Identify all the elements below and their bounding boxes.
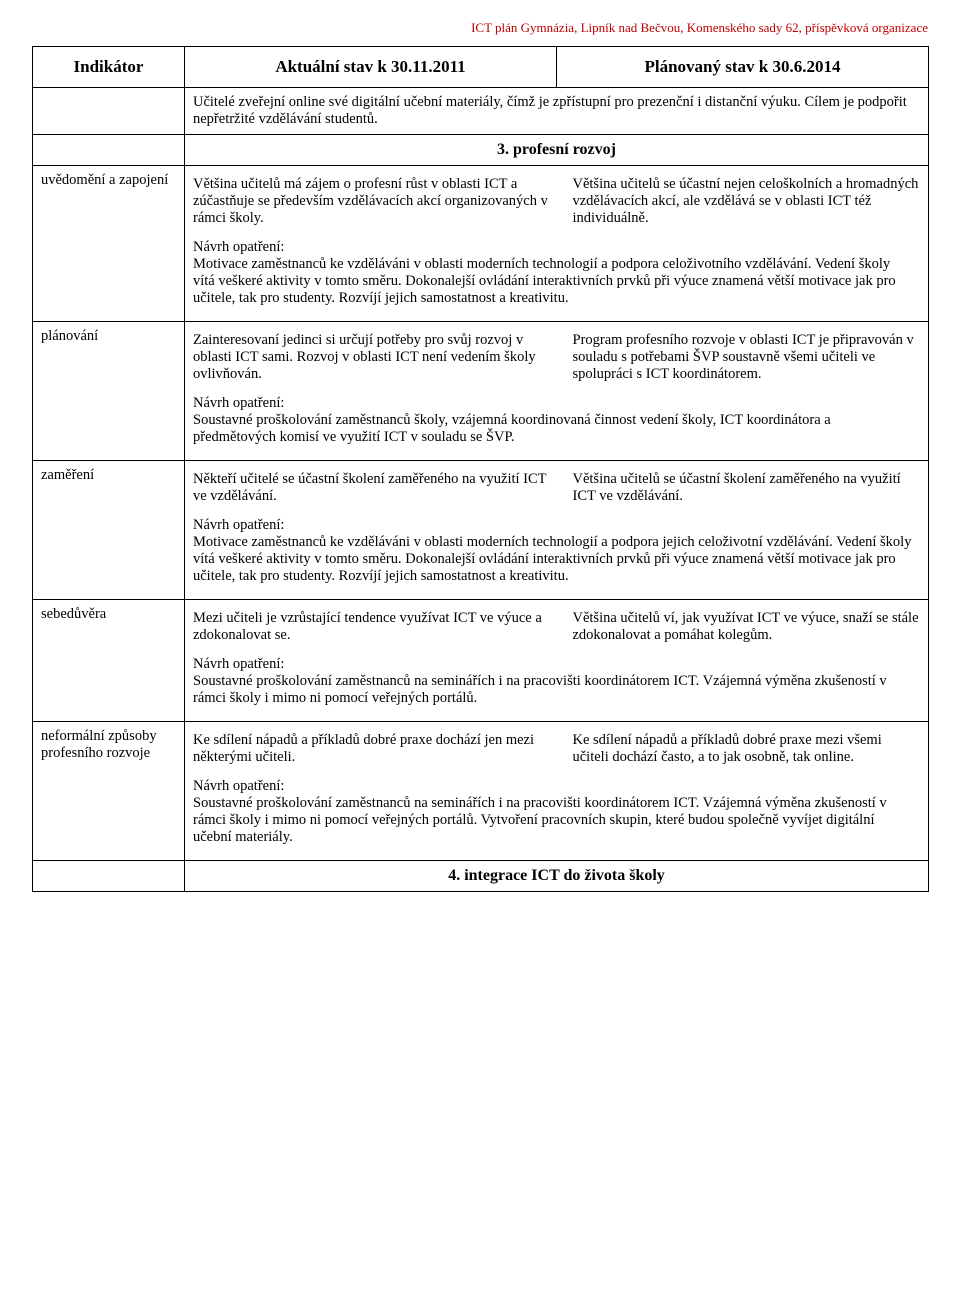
- measure-label: Návrh opatření:: [193, 517, 912, 534]
- row-label: uvědomění a zapojení: [33, 166, 185, 322]
- planned-state: Většina učitelů se účastní školení zaměř…: [557, 467, 921, 517]
- table-row: plánováníZainteresovaní jedinci si určuj…: [33, 322, 929, 461]
- measure-block: Návrh opatření:Motivace zaměstnanců ke v…: [193, 239, 920, 315]
- planned-state: Většina učitelů se účastní nejen celoško…: [557, 172, 921, 239]
- current-state: Mezi učiteli je vzrůstající tendence vyu…: [193, 606, 557, 656]
- measure-label: Návrh opatření:: [193, 778, 912, 795]
- measure-label: Návrh opatření:: [193, 656, 912, 673]
- measure-block: Návrh opatření:Motivace zaměstnanců ke v…: [193, 517, 920, 593]
- section-4-row: 4. integrace ICT do života školy: [33, 861, 929, 892]
- measure-text: Motivace zaměstnanců ke vzděláváni v obl…: [193, 256, 896, 306]
- planned-state: Program profesního rozvoje v oblasti ICT…: [557, 328, 921, 395]
- section-3-row: 3. profesní rozvoj: [33, 135, 929, 166]
- measure-block: Návrh opatření:Soustavné proškolování za…: [193, 395, 920, 454]
- current-state: Zainteresovaní jedinci si určují potřeby…: [193, 328, 557, 395]
- measure-text: Soustavné proškolování zaměstnanců na se…: [193, 795, 887, 845]
- table-row: neformální způsoby profesního rozvojeKe …: [33, 722, 929, 861]
- measure-label: Návrh opatření:: [193, 395, 912, 412]
- measure-text: Soustavné proškolování zaměstnanců na se…: [193, 673, 887, 706]
- row-body: Zainteresovaní jedinci si určují potřeby…: [185, 322, 929, 461]
- main-table: Indikátor Aktuální stav k 30.11.2011 Plá…: [32, 46, 929, 892]
- planned-state: Ke sdílení nápadů a příkladů dobré praxe…: [557, 728, 921, 778]
- document-header: ICT plán Gymnázia, Lipník nad Bečvou, Ko…: [32, 20, 928, 36]
- current-state: Někteří učitelé se účastní školení zaměř…: [193, 467, 557, 517]
- row-body: Někteří učitelé se účastní školení zaměř…: [185, 461, 929, 600]
- row-label: sebedůvěra: [33, 600, 185, 722]
- col-indicator: Indikátor: [33, 47, 185, 88]
- row-label: zaměření: [33, 461, 185, 600]
- col-current: Aktuální stav k 30.11.2011: [185, 47, 557, 88]
- col-planned: Plánovaný stav k 30.6.2014: [557, 47, 929, 88]
- row-body: Většina učitelů má zájem o profesní růst…: [185, 166, 929, 322]
- measure-block: Návrh opatření:Soustavné proškolování za…: [193, 656, 920, 715]
- row-label: plánování: [33, 322, 185, 461]
- current-state: Většina učitelů má zájem o profesní růst…: [193, 172, 557, 239]
- measure-block: Návrh opatření:Soustavné proškolování za…: [193, 778, 920, 854]
- table-row: zaměřeníNěkteří učitelé se účastní škole…: [33, 461, 929, 600]
- measure-label: Návrh opatření:: [193, 239, 912, 256]
- measure-text: Motivace zaměstnanců ke vzděláváni v obl…: [193, 534, 911, 584]
- section-4-title: 4. integrace ICT do života školy: [185, 861, 929, 892]
- intro-row: Učitelé zveřejní online své digitální uč…: [33, 88, 929, 135]
- measure-text: Soustavné proškolování zaměstnanců školy…: [193, 412, 831, 445]
- row-body: Ke sdílení nápadů a příkladů dobré praxe…: [185, 722, 929, 861]
- row-body: Mezi učiteli je vzrůstající tendence vyu…: [185, 600, 929, 722]
- table-row: uvědomění a zapojeníVětšina učitelů má z…: [33, 166, 929, 322]
- planned-state: Většina učitelů ví, jak využívat ICT ve …: [557, 606, 921, 656]
- row-label: neformální způsoby profesního rozvoje: [33, 722, 185, 861]
- section-3-title: 3. profesní rozvoj: [185, 135, 929, 166]
- current-state: Ke sdílení nápadů a příkladů dobré praxe…: [193, 728, 557, 778]
- table-row: sebedůvěraMezi učiteli je vzrůstající te…: [33, 600, 929, 722]
- table-header-row: Indikátor Aktuální stav k 30.11.2011 Plá…: [33, 47, 929, 88]
- intro-text: Učitelé zveřejní online své digitální uč…: [185, 88, 929, 135]
